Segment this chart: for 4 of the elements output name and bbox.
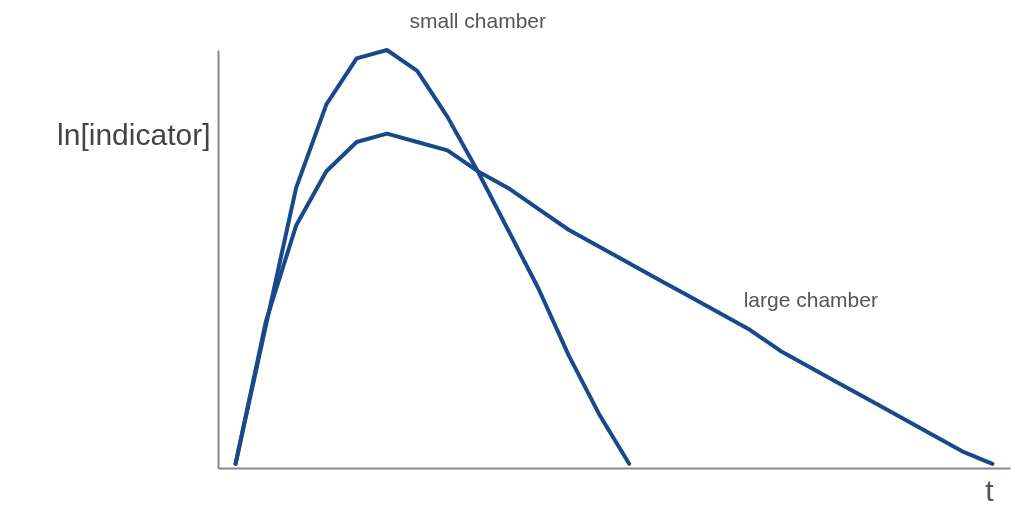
series-label: large chamber [743, 287, 878, 311]
series-label: small chamber [409, 9, 547, 32]
y-axis-title: ln[indicator] [57, 117, 211, 151]
x-axis-title: t [985, 473, 995, 507]
